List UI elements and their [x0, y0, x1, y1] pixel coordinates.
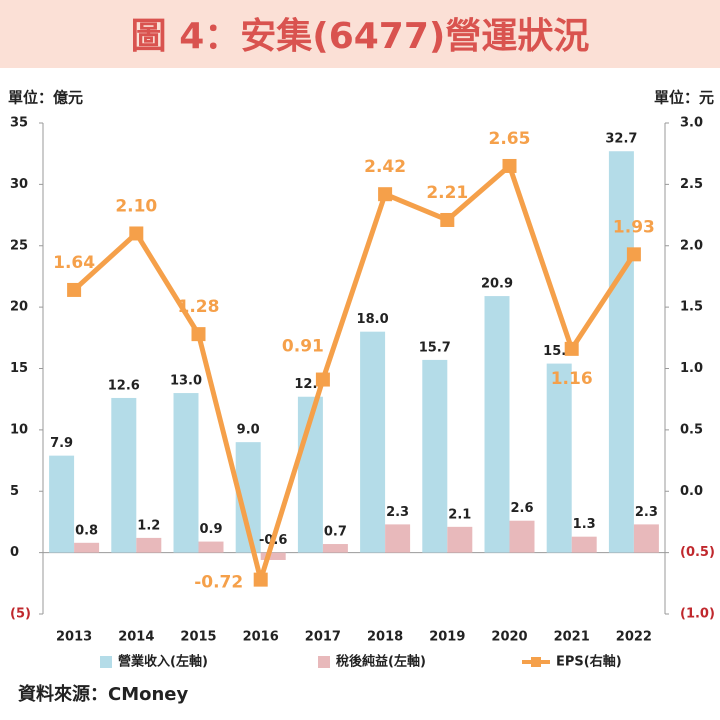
value-label: 32.7 [605, 132, 637, 147]
y2-tick-label: 1.0 [680, 361, 703, 376]
bar [360, 331, 386, 553]
marker [378, 187, 393, 202]
bar [484, 296, 510, 553]
bar [422, 359, 448, 553]
value-label: 1.64 [53, 253, 95, 273]
value-label: 12.6 [108, 378, 140, 393]
bar [136, 537, 162, 553]
value-label: 1.93 [613, 217, 655, 237]
value-label: 2.1 [448, 507, 471, 522]
x-tick-label: 2015 [180, 630, 216, 645]
x-tick-label: 2019 [429, 630, 465, 645]
value-label: 2.10 [115, 196, 157, 216]
y2-tick-label: 2.0 [680, 238, 703, 253]
bar [198, 541, 224, 553]
value-label: 1.3 [573, 517, 596, 532]
legend-label: 營業收入(左軸) [118, 654, 208, 670]
value-label: 2.42 [364, 157, 406, 177]
value-label: 9.0 [237, 423, 260, 438]
value-label: 0.9 [199, 522, 222, 537]
y-tick-label: 5 [10, 484, 19, 499]
y2-unit: 單位：元 [654, 89, 714, 107]
title-banner [0, 0, 720, 68]
y2-tick-label: 1.5 [680, 300, 703, 315]
x-tick-label: 2016 [243, 630, 279, 645]
y2-tick-label: (0.5) [680, 545, 715, 560]
x-tick-label: 2020 [491, 630, 527, 645]
chart-title: 圖 4：安集(6477)營運狀況 [131, 16, 590, 57]
value-label: 20.9 [481, 277, 513, 292]
bar [447, 526, 473, 553]
y2-tick-label: 0.0 [680, 484, 703, 499]
value-label: 1.28 [178, 297, 220, 317]
y2-tick-label: (1.0) [680, 607, 715, 622]
y-tick-label: 0 [10, 545, 19, 560]
line [72, 163, 636, 583]
y2-tick-label: 3.0 [680, 116, 703, 131]
bar [49, 455, 75, 553]
value-label: 0.8 [75, 523, 98, 538]
legend-swatch [100, 656, 112, 668]
value-label: -0.72 [194, 573, 243, 593]
y-tick-label: 20 [10, 300, 28, 315]
y-tick-label: 15 [10, 361, 28, 376]
marker [129, 226, 144, 241]
value-label: 2.6 [510, 501, 533, 516]
x-tick-label: 2018 [367, 630, 403, 645]
marker [253, 572, 268, 587]
marker [626, 247, 641, 262]
x-tick-label: 2017 [305, 630, 341, 645]
x-tick-label: 2014 [118, 630, 154, 645]
value-label: 2.3 [635, 505, 658, 520]
bar [260, 552, 286, 560]
value-label: 2.65 [489, 129, 531, 149]
marker [502, 158, 517, 173]
value-label: 0.91 [282, 337, 324, 357]
y2-tick-label: 0.5 [680, 422, 703, 437]
value-label: 13.0 [170, 374, 202, 389]
x-tick-label: 2022 [616, 630, 652, 645]
value-label: 7.9 [50, 436, 73, 451]
bar [322, 544, 348, 553]
bar [633, 524, 659, 553]
bar [111, 397, 137, 553]
value-label: 0.7 [324, 525, 347, 540]
x-tick-label: 2021 [554, 630, 590, 645]
value-label: 1.16 [551, 369, 593, 389]
value-label: 2.3 [386, 505, 409, 520]
value-label: 15.7 [419, 340, 451, 355]
legend-swatch [318, 656, 330, 668]
y-tick-label: 35 [10, 116, 28, 131]
x-tick-label: 2013 [56, 630, 92, 645]
y-tick-label: 25 [10, 238, 28, 253]
y-tick-label: 10 [10, 422, 28, 437]
source: 資料來源：CMoney [18, 683, 189, 705]
y-tick-label: 30 [10, 177, 28, 192]
marker [564, 341, 579, 356]
marker [440, 212, 455, 227]
value-label: 2.21 [426, 183, 468, 203]
bar [173, 393, 199, 553]
legend-label: 稅後純益(左軸) [336, 654, 426, 670]
legend-label: EPS(右軸) [556, 654, 622, 670]
bar [74, 542, 100, 553]
y2-tick-label: 2.5 [680, 177, 703, 192]
y-tick-label: (5) [10, 607, 31, 622]
value-label: 1.2 [137, 518, 160, 533]
bar [608, 151, 634, 553]
bar [546, 363, 572, 553]
marker [315, 372, 330, 387]
y-unit: 單位：億元 [8, 89, 83, 107]
legend-swatch [531, 657, 541, 667]
marker [67, 282, 82, 297]
bar [571, 536, 597, 553]
value-label: 18.0 [357, 312, 389, 327]
marker [191, 327, 206, 342]
bar [509, 520, 535, 553]
bar [385, 524, 411, 553]
